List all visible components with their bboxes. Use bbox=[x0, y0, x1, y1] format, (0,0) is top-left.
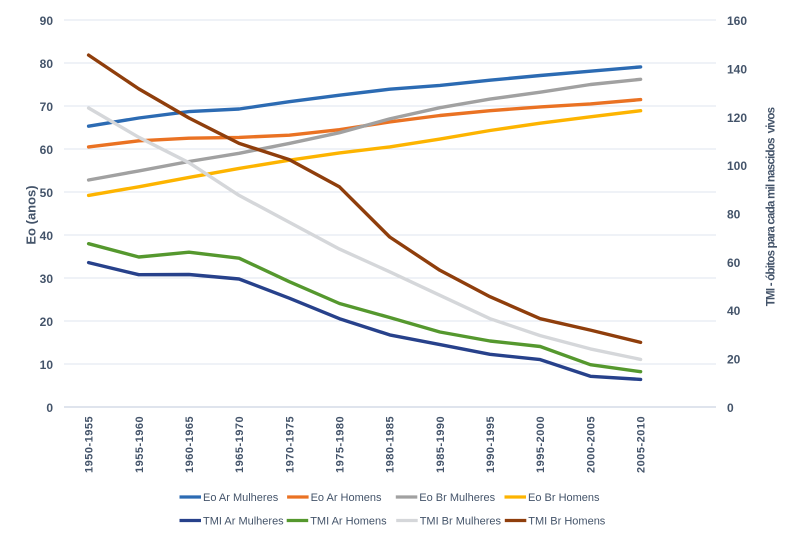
svg-text:80: 80 bbox=[727, 208, 741, 222]
svg-text:30: 30 bbox=[40, 272, 54, 286]
svg-text:Eo Br Mulheres: Eo Br Mulheres bbox=[419, 492, 495, 504]
svg-text:120: 120 bbox=[727, 111, 747, 125]
svg-text:1975-1980: 1975-1980 bbox=[335, 416, 347, 473]
svg-text:40: 40 bbox=[40, 229, 54, 243]
svg-text:TMI Ar Homens: TMI Ar Homens bbox=[310, 516, 387, 528]
svg-text:20: 20 bbox=[727, 353, 741, 367]
svg-text:1990-1995: 1990-1995 bbox=[485, 416, 497, 473]
svg-text:60: 60 bbox=[40, 143, 54, 157]
svg-text:1950-1955: 1950-1955 bbox=[84, 416, 96, 473]
svg-text:1985-1990: 1985-1990 bbox=[435, 416, 447, 473]
svg-text:1980-1985: 1980-1985 bbox=[385, 416, 397, 473]
svg-text:1955-1960: 1955-1960 bbox=[134, 416, 146, 473]
svg-text:0: 0 bbox=[46, 401, 53, 415]
svg-text:100: 100 bbox=[727, 159, 747, 173]
svg-text:1995-2000: 1995-2000 bbox=[535, 416, 547, 473]
svg-text:60: 60 bbox=[727, 256, 741, 270]
svg-text:10: 10 bbox=[40, 358, 54, 372]
svg-text:TMI - óbitos para cada mil nas: TMI - óbitos para cada mil nascidos vivo… bbox=[766, 107, 778, 306]
svg-text:80: 80 bbox=[40, 57, 54, 71]
svg-text:Eo Ar Mulheres: Eo Ar Mulheres bbox=[203, 492, 279, 504]
svg-text:1965-1970: 1965-1970 bbox=[234, 416, 246, 473]
svg-text:20: 20 bbox=[40, 315, 54, 329]
svg-text:Eo Br Homens: Eo Br Homens bbox=[528, 492, 600, 504]
svg-text:160: 160 bbox=[727, 14, 747, 28]
svg-text:TMI Ar Mulheres: TMI Ar Mulheres bbox=[203, 516, 284, 528]
svg-text:2005-2010: 2005-2010 bbox=[636, 416, 648, 473]
svg-text:Eo (anos): Eo (anos) bbox=[24, 185, 39, 244]
svg-text:1970-1975: 1970-1975 bbox=[284, 416, 296, 473]
svg-text:2000-2005: 2000-2005 bbox=[585, 416, 597, 473]
svg-text:0: 0 bbox=[727, 401, 734, 415]
svg-text:90: 90 bbox=[40, 14, 54, 28]
svg-text:140: 140 bbox=[727, 62, 747, 76]
svg-text:TMI Br Mulheres: TMI Br Mulheres bbox=[420, 516, 502, 528]
svg-text:50: 50 bbox=[40, 186, 54, 200]
svg-text:1960-1965: 1960-1965 bbox=[184, 416, 196, 473]
svg-text:40: 40 bbox=[727, 304, 741, 318]
svg-text:70: 70 bbox=[40, 100, 54, 114]
svg-text:TMI Br Homens: TMI Br Homens bbox=[528, 516, 606, 528]
svg-text:Eo Ar Homens: Eo Ar Homens bbox=[311, 492, 382, 504]
